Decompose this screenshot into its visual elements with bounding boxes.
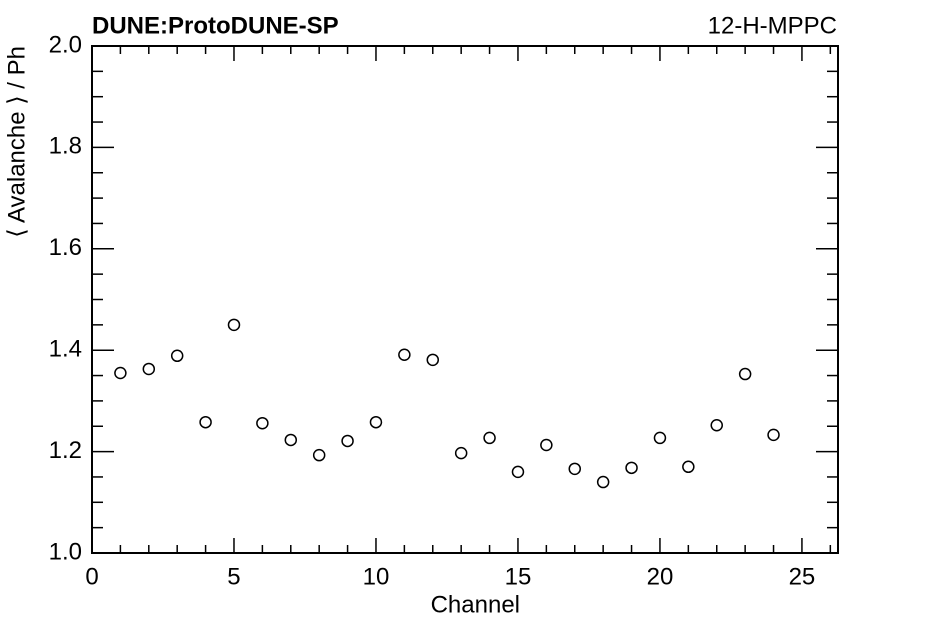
x-axis-label: Channel — [431, 591, 520, 618]
y-tick-label: 1.0 — [49, 538, 82, 565]
x-tick-label: 5 — [227, 563, 240, 590]
y-tick-label: 1.2 — [49, 437, 82, 464]
y-tick-label: 1.8 — [49, 133, 82, 160]
point — [710, 418, 723, 432]
chart-subtitle: 12-H-MPPC — [708, 12, 837, 39]
point — [454, 446, 468, 460]
x-tick-label: 25 — [789, 563, 816, 590]
chart-title: DUNE:ProtoDUNE-SP — [92, 12, 339, 39]
point — [511, 465, 525, 479]
point — [596, 475, 610, 489]
x-tick-label: 0 — [85, 563, 98, 590]
y-tick-label: 2.0 — [49, 31, 82, 58]
point — [199, 415, 212, 429]
y-tick-label: 1.6 — [49, 234, 82, 261]
y-axis-label: ⟨ Avalanche ⟩ / Ph — [3, 46, 30, 238]
point — [170, 349, 184, 363]
point — [114, 366, 127, 380]
point — [426, 353, 440, 367]
point — [142, 362, 156, 376]
point — [256, 416, 269, 430]
x-tick-label: 15 — [505, 563, 532, 590]
point — [369, 415, 383, 429]
x-tick-label: 20 — [647, 563, 674, 590]
x-tick-label: 10 — [363, 563, 390, 590]
point — [284, 433, 298, 447]
plot-frame — [91, 45, 839, 554]
point — [398, 348, 411, 362]
point — [483, 431, 496, 445]
point — [341, 434, 354, 448]
point — [540, 438, 553, 452]
point — [312, 448, 326, 462]
point — [767, 428, 780, 442]
point — [625, 461, 638, 475]
y-tick-label: 1.4 — [49, 336, 82, 363]
point — [227, 318, 241, 332]
point — [682, 460, 695, 474]
point — [568, 462, 582, 476]
point — [653, 431, 667, 445]
point — [738, 367, 752, 381]
